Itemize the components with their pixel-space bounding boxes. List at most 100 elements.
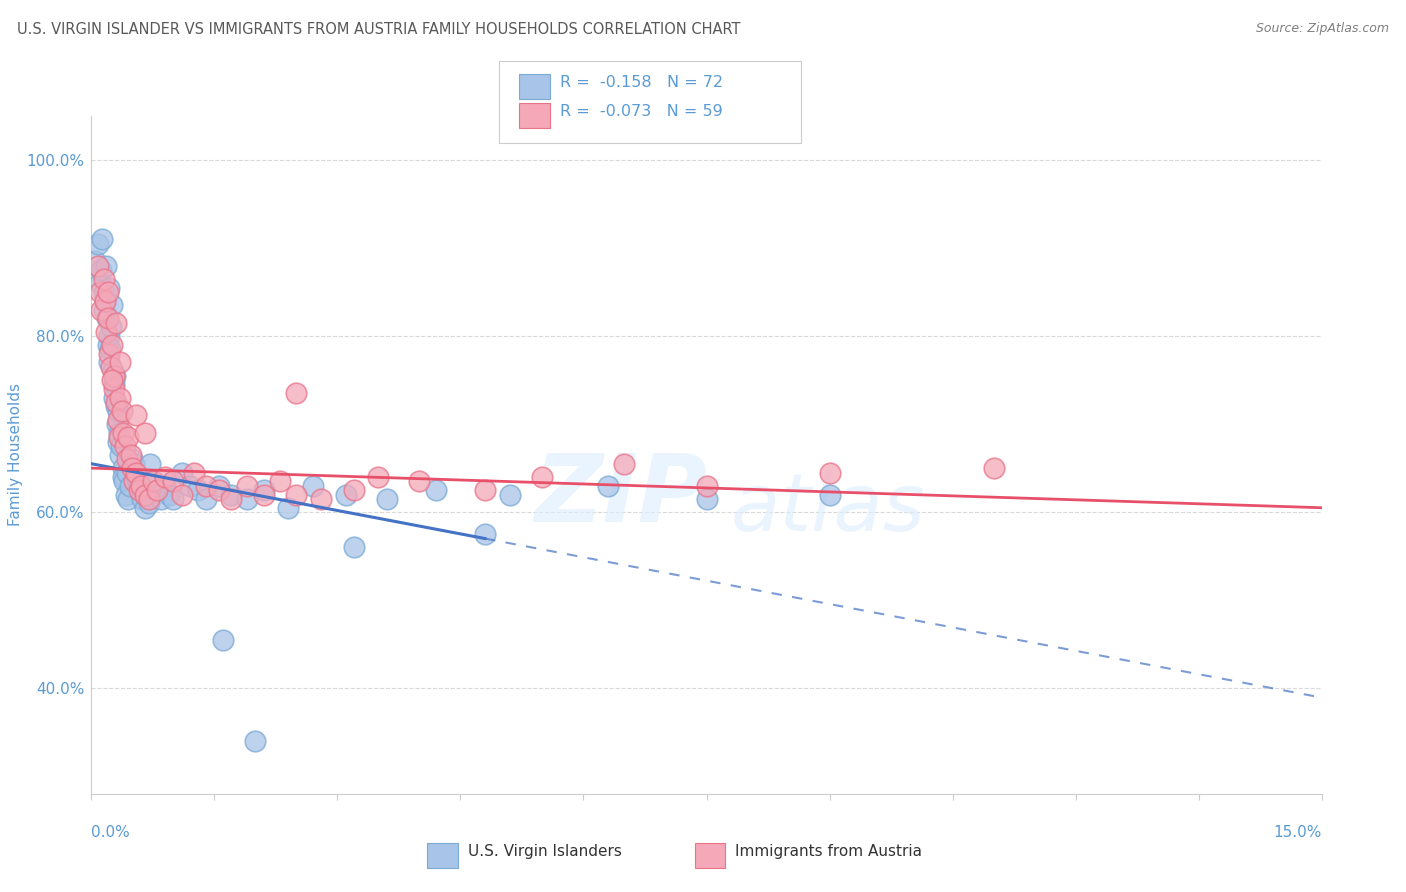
Point xyxy=(170,487,193,501)
Point xyxy=(129,479,152,493)
Point xyxy=(211,632,233,647)
Point xyxy=(695,491,717,506)
Point xyxy=(301,479,323,493)
Point xyxy=(93,293,115,308)
Point xyxy=(97,311,120,326)
Point xyxy=(138,491,160,506)
Point xyxy=(162,475,184,489)
Point xyxy=(122,457,145,471)
Point xyxy=(107,434,129,449)
Point xyxy=(498,487,520,501)
Point xyxy=(236,479,259,493)
Point xyxy=(179,479,201,493)
Point xyxy=(343,483,366,497)
Point xyxy=(97,338,120,352)
Point xyxy=(105,316,127,330)
Point xyxy=(90,302,112,317)
Point xyxy=(101,373,124,387)
Point xyxy=(195,491,218,506)
Point xyxy=(285,487,308,501)
Point xyxy=(101,364,124,378)
Text: 15.0%: 15.0% xyxy=(1274,825,1322,840)
Point xyxy=(408,475,430,489)
Text: U.S. VIRGIN ISLANDER VS IMMIGRANTS FROM AUSTRIA FAMILY HOUSEHOLDS CORRELATION CH: U.S. VIRGIN ISLANDER VS IMMIGRANTS FROM … xyxy=(17,22,741,37)
Text: R =  -0.073   N = 59: R = -0.073 N = 59 xyxy=(560,104,723,120)
Point xyxy=(103,382,125,396)
Point xyxy=(121,452,143,467)
Point xyxy=(112,470,135,484)
Point xyxy=(153,470,177,484)
Point xyxy=(134,500,156,515)
Point xyxy=(97,329,120,343)
Point xyxy=(207,479,229,493)
Point xyxy=(98,343,121,357)
Point xyxy=(195,479,218,493)
Point xyxy=(120,448,142,462)
Point xyxy=(115,452,138,467)
Point xyxy=(129,483,152,497)
Point xyxy=(136,487,159,501)
Point xyxy=(111,461,134,475)
Point xyxy=(100,320,122,334)
Point xyxy=(269,475,291,489)
Point xyxy=(134,425,156,440)
Text: Source: ZipAtlas.com: Source: ZipAtlas.com xyxy=(1256,22,1389,36)
Point xyxy=(245,734,267,748)
Point xyxy=(531,470,554,484)
Point xyxy=(343,541,366,555)
Point xyxy=(818,466,841,480)
Point xyxy=(818,487,841,501)
Point xyxy=(96,311,118,326)
Point xyxy=(97,285,120,299)
Point xyxy=(107,404,129,418)
Point xyxy=(105,400,127,414)
Point xyxy=(367,470,389,484)
Point xyxy=(425,483,447,497)
Point xyxy=(107,413,129,427)
Point xyxy=(125,409,148,423)
Point xyxy=(118,479,141,493)
Text: atlas: atlas xyxy=(731,470,927,549)
Point xyxy=(98,355,121,369)
Point xyxy=(207,483,229,497)
Point xyxy=(187,483,209,497)
Point xyxy=(91,232,114,246)
Point xyxy=(103,391,125,405)
Text: 0.0%: 0.0% xyxy=(91,825,131,840)
Point xyxy=(117,491,139,506)
Point xyxy=(112,475,135,489)
Point xyxy=(117,430,139,444)
Point xyxy=(108,430,131,444)
Point xyxy=(236,491,259,506)
Point xyxy=(162,491,184,506)
Point xyxy=(153,479,177,493)
Point xyxy=(90,263,112,277)
Point xyxy=(89,285,111,299)
Point xyxy=(111,404,134,418)
Point xyxy=(105,395,127,409)
Point xyxy=(96,259,117,273)
Point xyxy=(110,439,132,453)
Point xyxy=(219,491,242,506)
Point xyxy=(253,483,276,497)
Point xyxy=(108,355,131,369)
Text: R =  -0.158   N = 72: R = -0.158 N = 72 xyxy=(560,75,723,90)
Point xyxy=(309,491,332,506)
Point xyxy=(139,457,162,471)
Point xyxy=(114,487,138,501)
Point xyxy=(150,491,173,506)
Point xyxy=(142,475,165,489)
Point xyxy=(121,461,143,475)
Point xyxy=(170,466,193,480)
Point xyxy=(108,425,131,440)
Point xyxy=(138,496,160,510)
Text: Immigrants from Austria: Immigrants from Austria xyxy=(735,844,922,859)
Point xyxy=(128,479,150,493)
Point xyxy=(183,466,205,480)
Point xyxy=(474,527,496,541)
Point xyxy=(108,448,131,462)
Point xyxy=(108,391,131,405)
Point xyxy=(89,277,111,291)
Point xyxy=(142,475,165,489)
Point xyxy=(103,377,125,392)
